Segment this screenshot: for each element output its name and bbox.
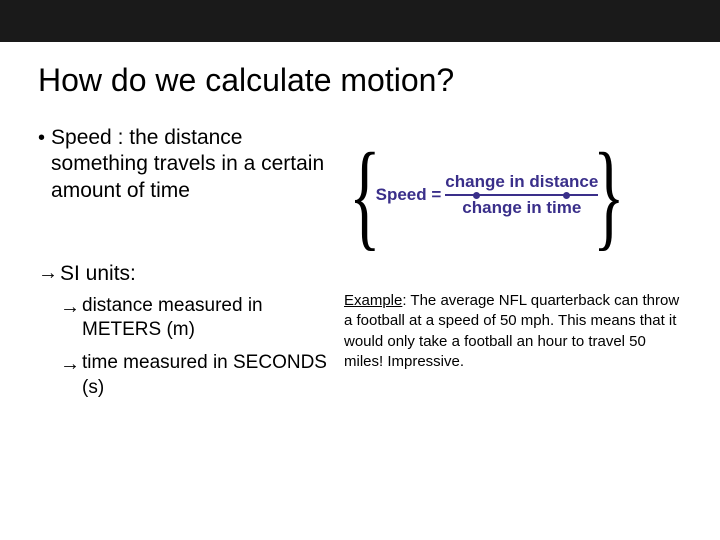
si-item-text: time measured in SECONDS (s)	[82, 351, 336, 400]
speed-definition-text: Speed : the distance something travels i…	[51, 125, 336, 204]
example-text: Example: The average NFL quarterback can…	[344, 291, 692, 372]
slide-title: How do we calculate motion?	[38, 62, 692, 99]
si-units-label: SI units:	[60, 262, 136, 286]
arrow-icon: →	[60, 294, 80, 320]
two-column-layout: • Speed : the distance something travels…	[38, 125, 692, 409]
si-units-header: → SI units:	[38, 262, 336, 286]
left-column: • Speed : the distance something travels…	[38, 125, 336, 409]
right-column: { Speed = change in distance change in t…	[344, 125, 692, 409]
bullet-icon: •	[38, 125, 45, 151]
list-item: → distance measured in METERS (m)	[60, 294, 336, 343]
slide-body: How do we calculate motion? • Speed : th…	[0, 42, 720, 429]
formula-numerator: change in distance	[445, 172, 598, 194]
formula-lhs: Speed =	[376, 185, 442, 205]
list-item: → time measured in SECONDS (s)	[60, 351, 336, 400]
speed-definition: • Speed : the distance something travels…	[38, 125, 336, 204]
arrow-icon: →	[38, 262, 58, 285]
formula-denominator: change in time	[462, 196, 581, 218]
arrow-icon: →	[60, 351, 80, 377]
brace-open-icon: {	[349, 141, 381, 249]
speed-formula: { Speed = change in distance change in t…	[336, 141, 692, 249]
formula-body: Speed = change in distance change in tim…	[376, 172, 599, 218]
fraction-bar-icon	[445, 194, 598, 196]
si-item-text: distance measured in METERS (m)	[82, 294, 336, 343]
si-units-list: → distance measured in METERS (m) → time…	[38, 294, 336, 401]
formula-fraction: change in distance change in time	[445, 172, 598, 218]
example-label: Example	[344, 292, 402, 309]
top-bar	[0, 0, 720, 42]
brace-close-icon: }	[593, 141, 625, 249]
